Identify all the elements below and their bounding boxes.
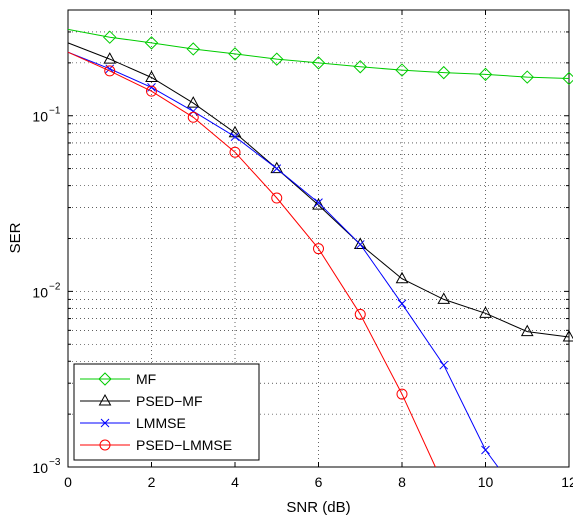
legend-entry-mf: MF (80, 371, 156, 387)
data-point-psed-mf (437, 292, 451, 304)
data-point-psed-mf (186, 96, 200, 108)
legend-label: MF (136, 371, 156, 387)
data-point-psed-mf (270, 161, 284, 174)
data-point-psed-mf (145, 70, 158, 83)
marker-stroke (481, 445, 490, 455)
series-psed-lmmse (67, 51, 436, 468)
data-point-psed-mf (228, 125, 242, 138)
legend-marker (99, 439, 111, 451)
marker-stroke (439, 360, 449, 370)
marker-stroke (314, 198, 323, 208)
x-tick-label: 8 (398, 474, 406, 490)
data-point-mf (270, 52, 284, 66)
legend-entry-psed-lmmse: PSED−LMMSE (80, 437, 232, 453)
y-tick-exponent: −3 (49, 457, 61, 468)
x-tick-label: 0 (64, 474, 72, 490)
legend-marker (98, 372, 112, 386)
data-point-lmmse (188, 106, 198, 116)
data-point-psed-lmmse (146, 85, 157, 97)
series-line-psed-mf (67, 42, 570, 338)
data-point-psed-mf (520, 324, 534, 337)
y-tick-exponent: −1 (49, 106, 61, 117)
data-point-psed-mf (312, 198, 325, 210)
data-point-psed-lmmse (187, 111, 199, 123)
legend-marker (98, 393, 112, 406)
series-mf (67, 28, 573, 86)
data-point-lmmse (439, 360, 449, 370)
data-point-lmmse (397, 299, 407, 309)
data-point-lmmse (272, 164, 282, 173)
x-tick-label: 6 (315, 474, 323, 490)
x-tick-label: 2 (148, 474, 156, 490)
data-point-mf (562, 71, 573, 86)
series-psed-mf (67, 42, 573, 342)
data-point-mf (311, 56, 326, 70)
y-tick-label: 10 (32, 460, 48, 476)
legend-marker (100, 418, 110, 428)
x-tick-label: 10 (478, 474, 494, 490)
data-point-mf (437, 65, 451, 80)
data-point-mf (103, 30, 117, 44)
x-tick-label: 4 (231, 474, 239, 490)
data-point-psed-lmmse (271, 192, 283, 204)
data-point-mf (395, 63, 409, 77)
data-point-lmmse (314, 198, 323, 208)
series-lmmse (67, 51, 499, 468)
data-point-psed-lmmse (313, 243, 324, 255)
y-axis-label: SER (7, 222, 24, 253)
legend-entry-psed-mf: PSED−MF (80, 393, 203, 409)
legend-label: PSED−MF (136, 393, 203, 409)
data-point-lmmse (481, 445, 490, 455)
marker-stroke (272, 164, 282, 173)
data-point-mf (478, 67, 493, 82)
marker-stroke (397, 299, 407, 309)
x-tick-label: 12 (561, 474, 573, 490)
y-tick-label: 10 (32, 109, 48, 125)
data-point-psed-mf (103, 52, 117, 64)
series-line-psed-lmmse (67, 51, 436, 468)
series-group (67, 28, 573, 468)
data-point-mf (186, 42, 200, 56)
series-line-mf (67, 28, 570, 79)
data-point-psed-lmmse (354, 308, 366, 320)
data-point-psed-mf (562, 329, 573, 342)
marker-stroke (355, 240, 365, 249)
data-point-mf (520, 70, 534, 84)
data-point-lmmse (355, 240, 365, 249)
x-axis-label: SNR (dB) (286, 499, 350, 516)
data-point-psed-lmmse (229, 146, 241, 158)
legend: MF PSED−MF LMMSE PSED−LMMSE (73, 363, 260, 461)
marker-stroke (230, 132, 240, 142)
data-point-psed-mf (395, 271, 409, 284)
legend-label: LMMSE (136, 415, 186, 431)
marker-stroke (188, 106, 198, 116)
y-tick-exponent: −2 (49, 281, 61, 292)
data-point-mf (144, 36, 159, 50)
data-point-psed-lmmse (104, 65, 116, 77)
data-point-lmmse (230, 132, 240, 142)
y-tick-label: 10 (32, 284, 48, 300)
data-point-mf (353, 60, 367, 74)
data-point-psed-mf (353, 237, 367, 249)
data-point-psed-mf (479, 306, 492, 318)
legend-entry-lmmse: LMMSE (80, 415, 186, 431)
legend-box (73, 363, 260, 461)
marker-stroke (100, 418, 110, 428)
legend-label: PSED−LMMSE (136, 437, 232, 453)
data-point-mf (228, 47, 242, 61)
series-line-lmmse (67, 51, 499, 468)
data-point-psed-lmmse (396, 388, 408, 400)
